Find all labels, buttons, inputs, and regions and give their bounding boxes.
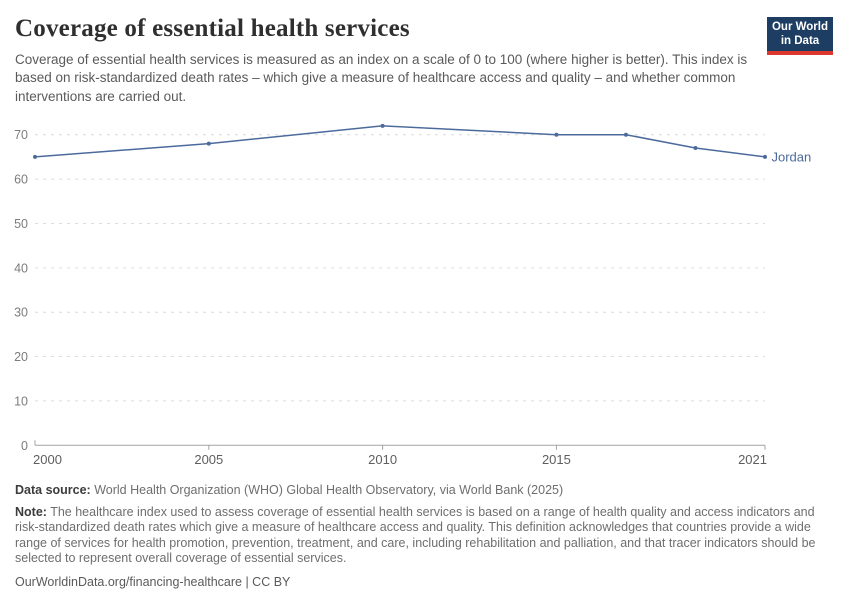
y-axis-tick-label: 60 — [14, 173, 28, 187]
y-axis-tick-label: 20 — [14, 350, 28, 364]
y-axis-tick-label: 30 — [14, 306, 28, 320]
data-point[interactable] — [763, 154, 767, 159]
data-point[interactable] — [623, 132, 628, 137]
note-line: Note: The healthcare index used to asses… — [15, 505, 837, 567]
y-axis-tick-label: 70 — [14, 128, 28, 142]
series-line[interactable] — [34, 125, 766, 158]
data-point[interactable] — [693, 146, 698, 151]
chart-subtitle: Coverage of essential health services is… — [15, 52, 748, 104]
data-source-text: World Health Organization (WHO) Global H… — [94, 483, 564, 497]
x-axis-tick-label: 2015 — [542, 452, 571, 467]
x-axis-tick-label: 2000 — [33, 452, 62, 467]
y-axis-tick-label: 40 — [14, 261, 28, 275]
y-axis-tick-label: 10 — [14, 394, 28, 408]
owid-logo-line1: Our World — [771, 21, 828, 33]
x-axis-tick-label: 2021 — [738, 452, 767, 467]
x-axis-tick-label: 2005 — [194, 452, 223, 467]
data-point[interactable] — [33, 154, 37, 159]
x-axis-tick-label: 2010 — [368, 452, 397, 467]
chart-canvas: 0 10 20 30 40 50 60 70 2000 2005 2010 2015 2021 Jorda… — [14, 123, 812, 467]
note-label: Note: — [15, 504, 47, 519]
data-source-line: Data source: World Health Organization (… — [15, 483, 837, 499]
data-point[interactable] — [380, 123, 385, 128]
y-axis-tick-label: 50 — [14, 217, 28, 231]
data-point[interactable] — [206, 141, 211, 146]
data-point[interactable] — [554, 132, 559, 137]
owid-logo[interactable]: Our World in Data — [767, 17, 833, 55]
owid-logo-line2: in Data — [780, 34, 820, 47]
license-line[interactable]: OurWorldinData.org/financing-healthcare … — [15, 574, 291, 589]
data-source-label: Data source: — [15, 483, 91, 497]
y-axis-tick-label: 0 — [21, 439, 28, 453]
note-text: The healthcare index used to assess cove… — [15, 504, 816, 566]
series-end-label[interactable]: Jordan — [772, 149, 812, 164]
chart-footer: Data source: World Health Organization (… — [15, 483, 837, 590]
page-title: Coverage of essential health services — [15, 15, 410, 42]
